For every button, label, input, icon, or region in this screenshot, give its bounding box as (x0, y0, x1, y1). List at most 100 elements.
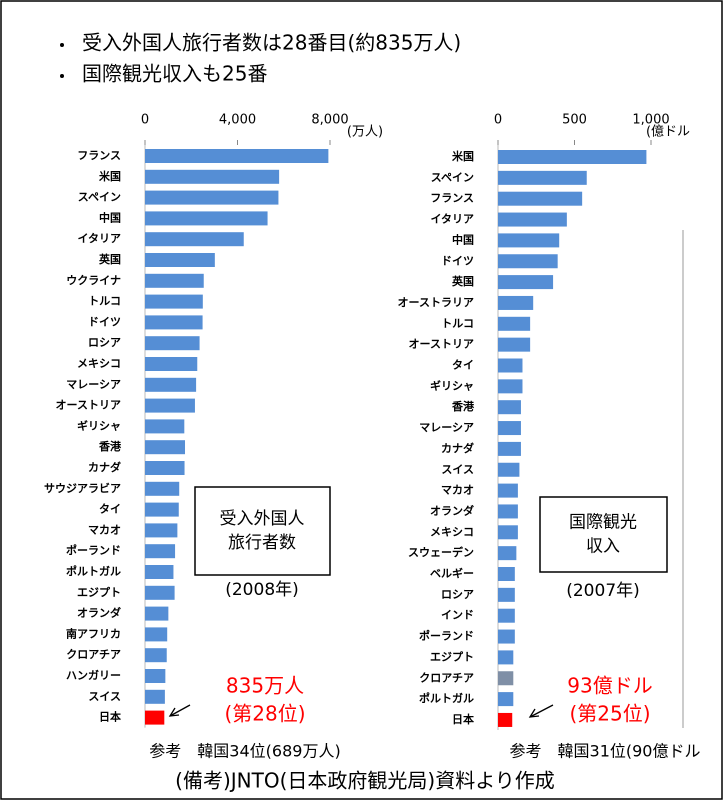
bar (145, 481, 180, 496)
highlight-label: (第25位) (569, 702, 650, 726)
y-tick-label: タイ (99, 503, 121, 516)
bar (145, 689, 165, 704)
unit-label: (万人) (347, 125, 383, 140)
arrow-head (168, 707, 180, 717)
bar (498, 379, 523, 394)
y-tick-label: マレーシア (66, 378, 121, 391)
bar (145, 461, 185, 475)
note: 参考 韓国34位(689万人) (149, 742, 340, 761)
bar (145, 211, 268, 226)
bar (145, 149, 329, 163)
bullet-text: 受入外国人旅行者数は28番目(約835万人) (82, 31, 461, 55)
period: (2007年) (566, 581, 640, 601)
x-tick-label: 8,000 (311, 113, 348, 128)
arrow (169, 704, 191, 717)
x-tick-label: 0 (141, 113, 149, 128)
footer: (備考)JNTO(日本政府観光局)資料より作成 (175, 769, 555, 793)
bar (498, 525, 518, 540)
y-tick-label: エジプト (430, 649, 474, 663)
y-tick-label: 米国 (451, 149, 474, 163)
bar (498, 150, 647, 164)
highlight-label: 835万人 (226, 674, 304, 698)
y-tick-label: メキシコ (77, 357, 121, 370)
y-tick-label: カナダ (441, 441, 474, 455)
box-label: 収入 (586, 537, 620, 557)
y-tick-label: ポルトガル (419, 691, 474, 705)
bar (145, 232, 244, 247)
bar (498, 692, 514, 707)
bar (145, 648, 167, 663)
bar (498, 608, 515, 623)
bar (145, 669, 166, 683)
y-tick-label: オーストリア (56, 399, 121, 412)
bar (498, 421, 521, 436)
y-tick-label: カナダ (88, 460, 121, 474)
bar (498, 233, 560, 248)
y-tick-label: イタリア (77, 232, 121, 245)
bar (498, 462, 520, 477)
bar (145, 585, 175, 600)
bar (145, 273, 204, 288)
bar (498, 546, 517, 561)
bar (498, 316, 531, 331)
y-tick-label: オランダ (430, 503, 474, 517)
y-tick-label: 香港 (98, 439, 122, 453)
y-tick-label: 中国 (99, 210, 121, 224)
bar (145, 377, 197, 392)
y-tick-label: スペイン (431, 171, 474, 184)
highlight-label: (第28位) (224, 702, 305, 726)
label-box (539, 496, 668, 573)
bar (145, 565, 174, 579)
x-tick-label: 1,000 (632, 113, 669, 128)
y-tick-label: フランス (77, 149, 121, 162)
label-box (194, 486, 331, 576)
y-tick-label: スペイン (78, 191, 121, 204)
bar (498, 483, 518, 498)
y-tick-label: メキシコ (430, 525, 474, 538)
y-tick-label: ウクライナ (66, 274, 121, 287)
y-tick-label: ポーランド (66, 543, 121, 557)
arrow-head (528, 708, 540, 718)
y-tick-label: スイス (88, 690, 121, 703)
y-tick-label: ドイツ (88, 315, 121, 328)
period: (2008年) (225, 580, 299, 600)
bar (498, 629, 515, 644)
bar (498, 712, 513, 727)
bar (498, 337, 531, 352)
y-tick-label: オーストリア (409, 338, 474, 351)
highlight-label: 93億ドル (567, 674, 652, 698)
bar (145, 419, 185, 434)
arrow (529, 704, 554, 718)
bar (498, 254, 558, 269)
y-tick-label: 英国 (98, 252, 121, 266)
y-tick-label: スウェーデン (408, 545, 474, 559)
y-tick-label: ロシア (441, 588, 474, 601)
bar (145, 523, 178, 538)
bar (498, 567, 515, 581)
bar (145, 336, 200, 351)
y-tick-label: ドイツ (441, 254, 474, 267)
bar (498, 441, 521, 456)
bullet-text: 国際観光収入も25番 (82, 62, 267, 86)
y-tick-label: 英国 (451, 274, 474, 288)
box-label: 旅行者数 (228, 533, 296, 553)
bar (498, 400, 521, 415)
bar (145, 398, 195, 413)
bullet-dot (60, 43, 64, 47)
y-tick-label: トルコ (441, 317, 474, 330)
bar (145, 294, 203, 309)
y-tick-label: ポルトガル (66, 564, 121, 578)
y-tick-label: ポーランド (419, 629, 474, 643)
x-tick-label: 4,000 (219, 113, 256, 128)
bar (145, 357, 198, 371)
bar (498, 358, 523, 373)
bullet-dot (60, 74, 64, 78)
y-tick-label: オーストラリア (398, 296, 474, 309)
x-tick-label: 0 (494, 113, 502, 128)
x-tick-label: 500 (562, 113, 587, 128)
note: 参考 韓国31位(90億ドル (510, 742, 701, 761)
y-tick-label: ハンガリー (66, 668, 121, 682)
y-tick-label: 香港 (451, 399, 475, 413)
y-tick-label: 中国 (452, 232, 474, 246)
